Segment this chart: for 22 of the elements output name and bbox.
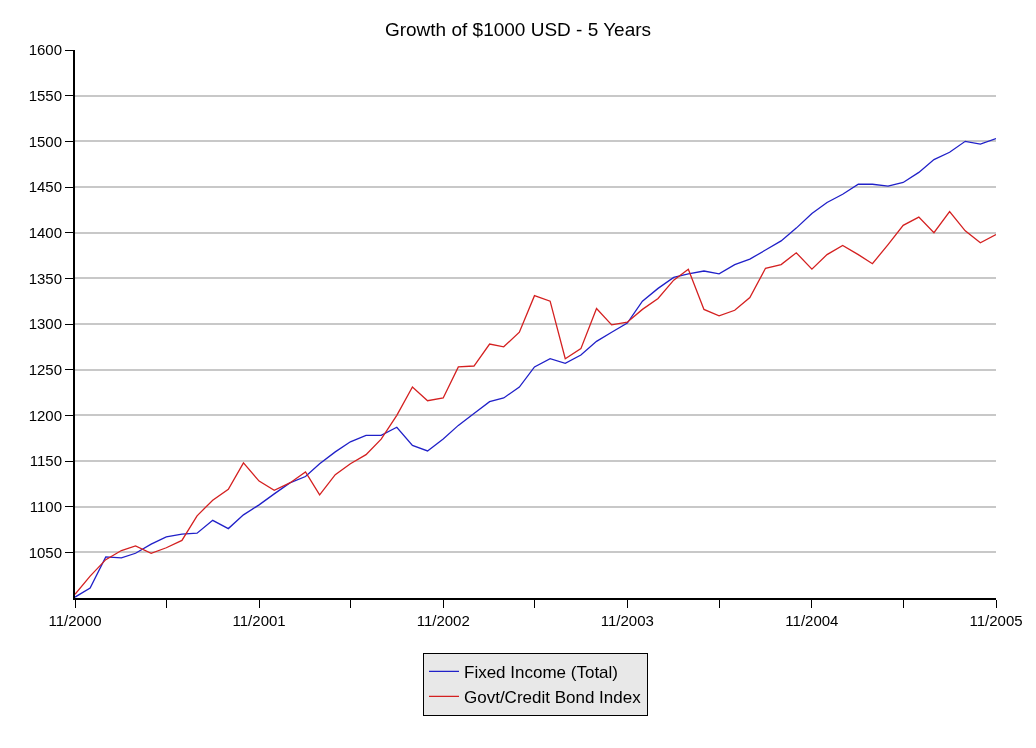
y-tick-label: 1500 xyxy=(28,132,62,150)
line-series xyxy=(75,211,996,595)
x-tick-label: 11/2001 xyxy=(232,612,286,629)
y-tick-label: 1150 xyxy=(29,452,62,470)
x-tick-label: 11/2005 xyxy=(969,612,1023,629)
y-tick-label: 1050 xyxy=(28,543,62,561)
x-tick-label: 11/2002 xyxy=(416,612,470,629)
y-tick-label: 1600 xyxy=(28,41,62,59)
y-tick-label: 1200 xyxy=(28,406,62,424)
legend-label: Fixed Income (Total) xyxy=(464,662,618,682)
y-tick-label: 1300 xyxy=(28,315,62,333)
y-tick-label: 1100 xyxy=(29,497,62,515)
y-tick-label: 1350 xyxy=(28,269,62,287)
y-tick-label: 1250 xyxy=(28,360,62,378)
y-tick-label: 1450 xyxy=(28,178,62,196)
chart-title: Growth of $1000 USD - 5 Years xyxy=(384,18,652,40)
y-tick-label: 1400 xyxy=(28,223,62,241)
y-tick-label: 1550 xyxy=(28,86,62,104)
legend-label: Govt/Credit Bond Index xyxy=(464,688,642,708)
x-tick-label: 11/2000 xyxy=(48,612,102,629)
x-tick-label: 11/2004 xyxy=(785,612,839,629)
x-tick-label: 11/2003 xyxy=(600,612,654,629)
